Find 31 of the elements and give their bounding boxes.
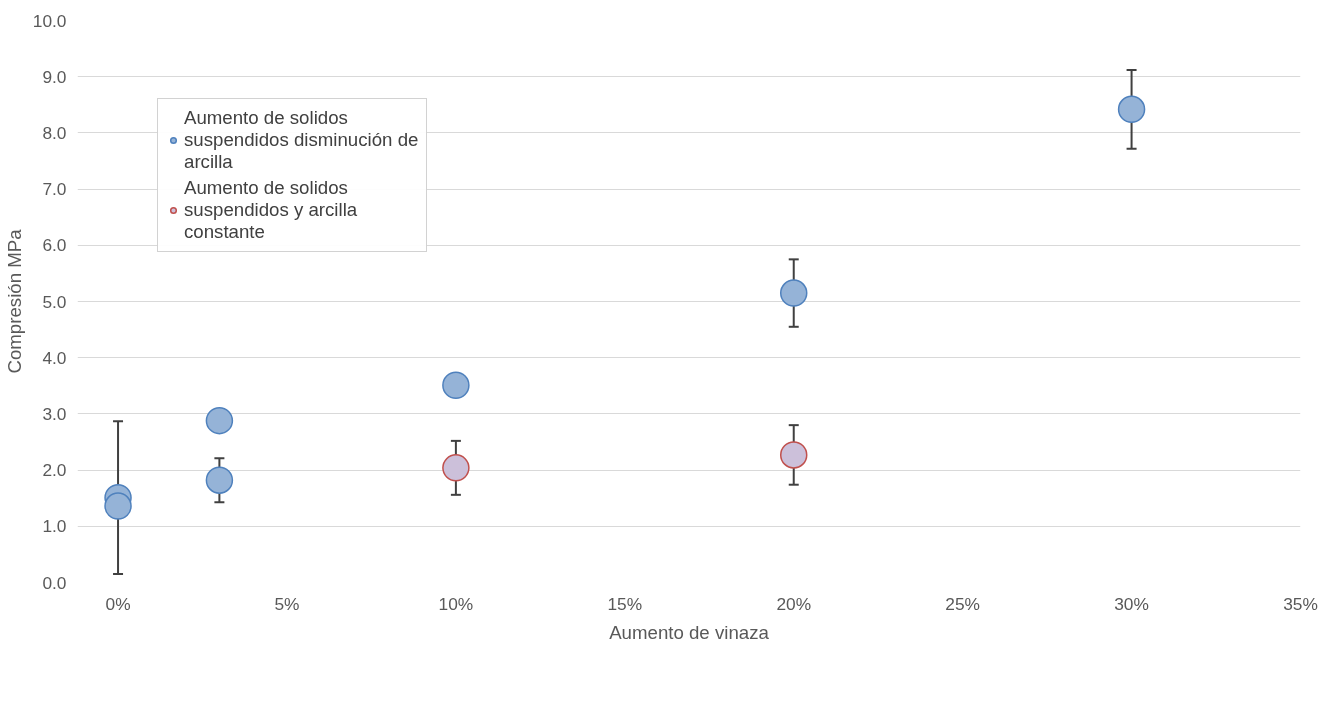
y-tick-label: 10.0 — [32, 10, 67, 31]
y-tick-label: 0.0 — [42, 572, 67, 593]
x-tick-label: 15% — [607, 593, 643, 614]
y-tick-label: 2.0 — [42, 460, 67, 481]
point — [205, 406, 234, 435]
point — [1117, 95, 1146, 124]
x-tick-label: 20% — [776, 593, 812, 614]
x-tick-label: 5% — [274, 593, 300, 614]
y-axis-title: Compresión MPa — [3, 228, 25, 374]
x-axis-title: Aumento de vinaza — [609, 621, 770, 643]
point — [779, 279, 808, 307]
y-tick-label: 1.0 — [42, 516, 67, 537]
legend-label: Aumento de solidos suspendidos disminución de arcilla — [184, 107, 419, 173]
point — [442, 454, 470, 482]
point — [104, 492, 132, 520]
y-tick-label: 3.0 — [42, 403, 67, 424]
y-tick-label: 4.0 — [42, 347, 67, 368]
y-tick-label: 8.0 — [42, 122, 67, 143]
point — [442, 371, 470, 399]
x-tick-label: 35% — [1283, 593, 1318, 614]
legend-label: Aumento de solidos suspendidos y arcilla constante — [184, 177, 358, 243]
x-tick-label: 25% — [945, 593, 980, 614]
y-tick-label: 7.0 — [42, 179, 67, 200]
x-tick-label: 30% — [1114, 593, 1149, 614]
x-tick-label: 10% — [438, 593, 474, 614]
y-tick-label: 9.0 — [42, 66, 67, 87]
point — [205, 466, 234, 494]
x-tick-label: 0% — [105, 593, 131, 614]
point — [779, 441, 808, 469]
y-tick-label: 5.0 — [42, 291, 67, 312]
y-tick-label: 6.0 — [42, 235, 67, 256]
